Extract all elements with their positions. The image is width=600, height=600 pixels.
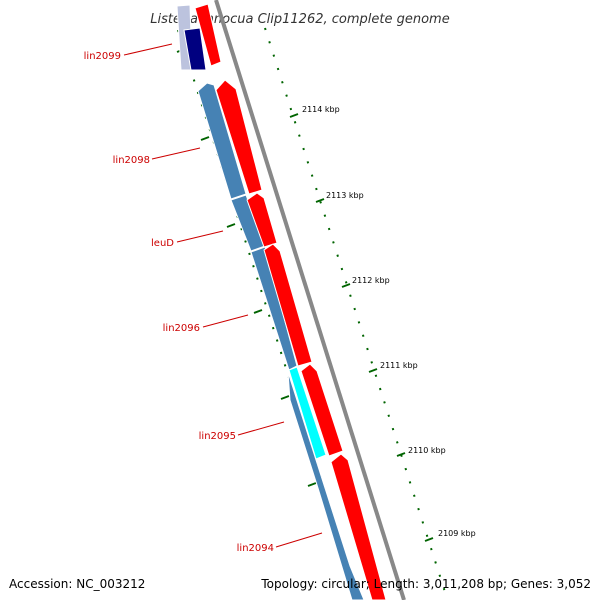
kbp-label: 2112 kbp [352,276,390,285]
kbp-label: 2114 kbp [302,105,340,114]
accession-text: Accession: NC_003212 [9,577,146,591]
gene-feature-lin2099[interactable] [183,27,207,71]
gene-leaders [123,43,323,548]
genome-backbone [214,0,406,600]
gene-feature-lin2095[interactable] [288,366,327,460]
gene-arrow[interactable] [246,192,278,248]
gene-feature-lin2094[interactable] [287,371,365,600]
leader-line [275,532,323,548]
major-tick [253,309,263,314]
major-tick [315,198,325,203]
leader-line [151,147,201,160]
gene-feature-lin2096[interactable] [250,246,298,371]
major-tick [341,283,351,288]
genome-summary-text: Topology: circular; Length: 3,011,208 bp… [261,577,591,591]
outer-tick-ring [264,27,446,593]
major-tick [368,368,378,373]
major-tick [307,482,317,487]
leader-line [237,421,285,436]
gene-arrow[interactable] [194,3,222,67]
leader-line [202,314,249,328]
leader-line [176,230,224,243]
gene-arrow[interactable] [300,363,344,457]
gene-arrow[interactable] [263,243,313,367]
gene-label[interactable]: lin2099 [84,51,121,62]
gene-label[interactable]: lin2095 [199,431,236,442]
major-tick [396,452,406,457]
reverse-strand-track [176,4,365,600]
major-tick [226,223,236,228]
kbp-label: 2111 kbp [380,361,418,370]
gene-label[interactable]: leuD [151,238,174,249]
gene-label[interactable]: lin2098 [113,155,150,166]
gene-label[interactable]: lin2096 [163,323,200,334]
gene-feature-lin2098[interactable] [197,82,247,200]
kbp-label: 2110 kbp [408,446,446,455]
major-ticks [289,113,434,542]
inner-tick-ring [177,29,361,600]
leader-line [123,43,173,56]
major-tick [280,395,290,400]
gene-arrow[interactable] [330,453,387,600]
gene-label[interactable]: lin2094 [237,543,274,554]
major-tick [200,136,210,141]
kbp-label: 2109 kbp [438,529,476,538]
major-tick [424,537,434,542]
map-title: Listeria innocua Clip11262, complete gen… [150,12,449,27]
forward-strand-track [194,3,387,600]
kbp-label: 2113 kbp [326,191,364,200]
major-tick [289,113,299,118]
gene-arrow[interactable] [215,79,263,195]
